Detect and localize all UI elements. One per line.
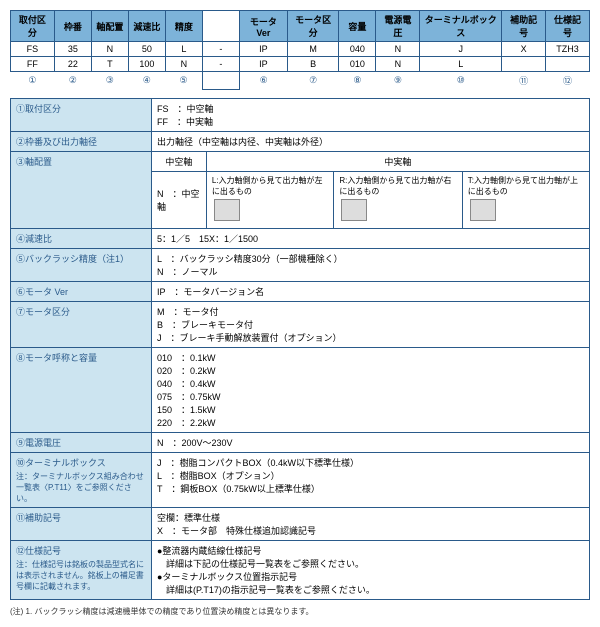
diagram-l-icon xyxy=(214,199,240,221)
diagram-t-icon xyxy=(470,199,496,221)
cell: FS ：中空軸 FF ：中実軸 xyxy=(152,98,590,131)
diagram-r-icon xyxy=(341,199,367,221)
spec-table: ①取付区分FS ：中空軸 FF ：中実軸 ②枠番及び出力軸径出力軸径（中空軸は内… xyxy=(10,98,590,600)
footnote: (注) 1. バックラッシ精度は減速機単体での精度であり位置決め精度とは異なりま… xyxy=(10,606,590,617)
code-table: 取付区分枠番軸配置減速比精度 モータVerモータ区分容量電源電圧ターミナルボック… xyxy=(10,10,590,90)
